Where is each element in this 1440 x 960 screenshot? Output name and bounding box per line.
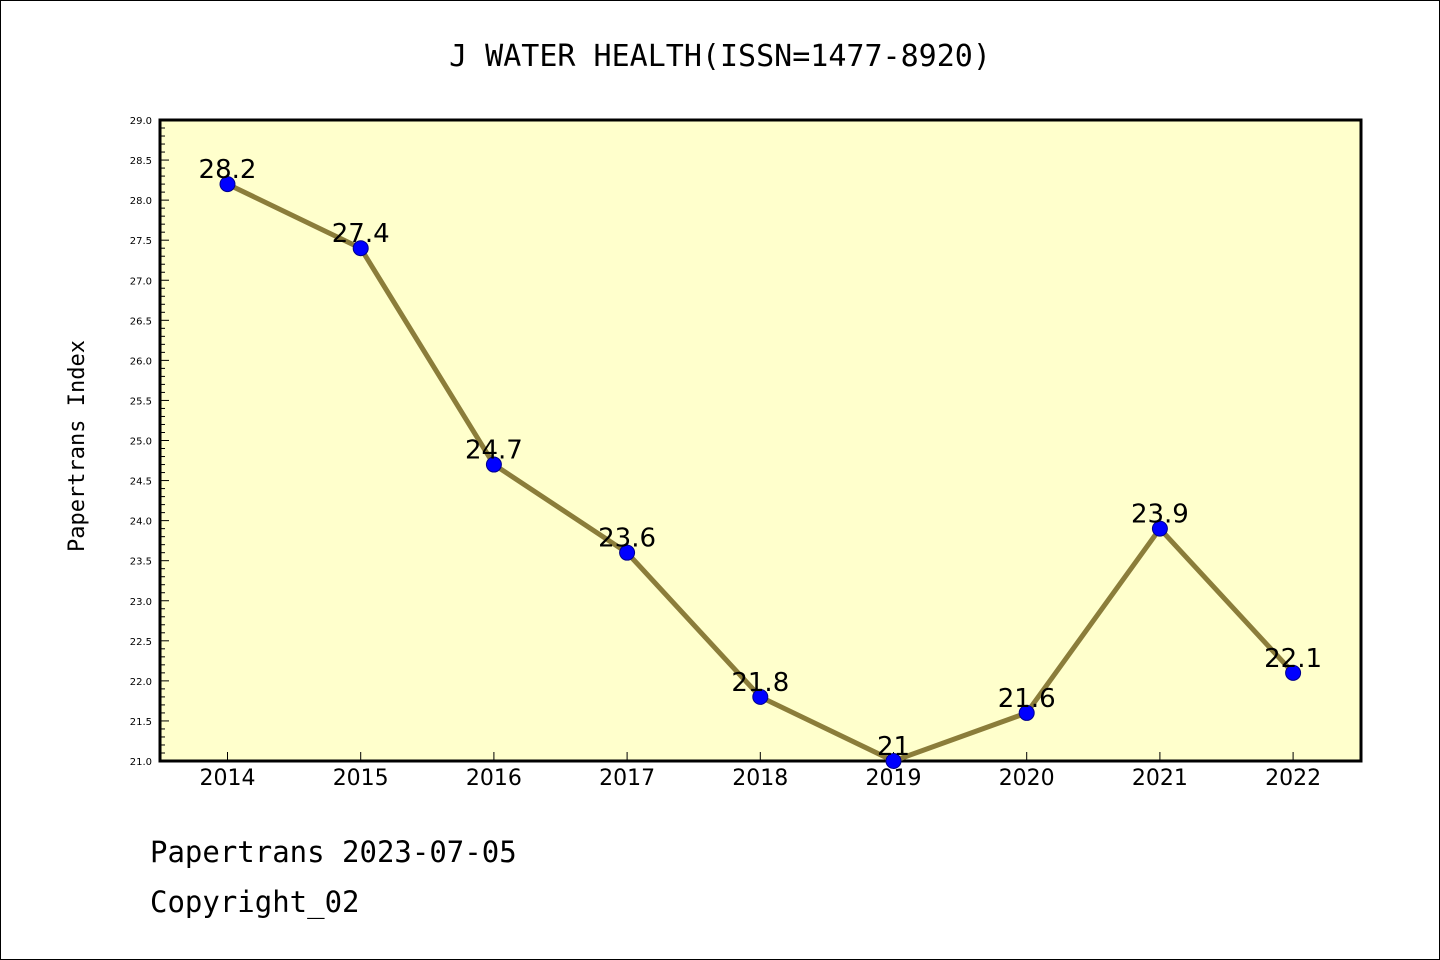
data-label: 23.9 xyxy=(1131,500,1189,530)
footer-copyright: Copyright_02 xyxy=(150,885,360,919)
x-tick-label: 2016 xyxy=(466,766,522,791)
x-tick-label: 2021 xyxy=(1132,766,1188,791)
data-label: 21 xyxy=(877,732,910,762)
y-tick-label: 23.5 xyxy=(130,557,152,568)
y-tick-label: 23.0 xyxy=(130,597,152,608)
data-point xyxy=(1018,704,1035,721)
y-tick-label: 24.0 xyxy=(130,517,152,528)
data-point xyxy=(352,240,369,257)
y-tick-label: 26.5 xyxy=(130,316,152,327)
y-tick-label: 29.0 xyxy=(130,116,152,127)
y-tick-label: 21.0 xyxy=(130,757,152,768)
y-tick-label: 25.0 xyxy=(130,437,152,448)
x-tick-label: 2018 xyxy=(732,766,788,791)
data-label: 22.1 xyxy=(1264,644,1322,674)
data-label: 24.7 xyxy=(465,436,523,466)
data-label: 21.8 xyxy=(731,668,789,698)
data-point xyxy=(1285,664,1302,681)
data-label: 27.4 xyxy=(332,219,390,249)
series-line-group xyxy=(219,176,1302,769)
y-axis: 21.0 21.5 22.0 22.5 23.0 23.5 24.0 24.5 25.0 25.5… xyxy=(130,116,169,768)
x-axis: 2014 2015 2016 2017 2018 2019 2020 2021 2022 xyxy=(200,752,1321,791)
chart-title: J WATER HEALTH(ISSN=1477-8920) xyxy=(449,39,991,74)
x-tick-label: 2022 xyxy=(1265,766,1321,791)
y-tick-label: 21.5 xyxy=(130,717,152,728)
x-tick-label: 2020 xyxy=(999,766,1055,791)
data-point xyxy=(1151,520,1168,537)
x-tick-label: 2019 xyxy=(866,766,922,791)
data-point xyxy=(885,753,902,769)
y-tick-label: 22.5 xyxy=(130,637,152,648)
data-point xyxy=(619,544,636,561)
x-tick-label: 2017 xyxy=(599,766,655,791)
y-tick-label: 27.5 xyxy=(130,236,152,247)
y-tick-label: 26.0 xyxy=(130,356,152,367)
data-point xyxy=(752,688,769,705)
y-tick-label: 28.0 xyxy=(130,196,152,207)
data-label: 23.6 xyxy=(598,524,656,554)
x-tick-label: 2015 xyxy=(333,766,389,791)
x-tick-label: 2014 xyxy=(200,766,256,791)
data-label: 21.6 xyxy=(998,684,1056,714)
y-tick-label: 24.5 xyxy=(130,477,152,488)
y-tick-label: 25.5 xyxy=(130,396,152,407)
y-tick-label: 22.0 xyxy=(130,677,152,688)
plot-area xyxy=(158,118,1363,763)
data-point xyxy=(485,456,502,473)
y-tick-label: 27.0 xyxy=(130,276,152,287)
data-label-group: 28.2 27.4 24.7 23.6 21.8 21 21.6 23.9 22.1 xyxy=(199,155,1322,762)
data-point xyxy=(219,176,236,193)
data-label: 28.2 xyxy=(199,155,257,185)
y-axis-label: Papertrans Index xyxy=(65,340,90,552)
y-tick-label: 28.5 xyxy=(130,156,152,167)
footer-date: Papertrans 2023-07-05 xyxy=(150,835,517,869)
